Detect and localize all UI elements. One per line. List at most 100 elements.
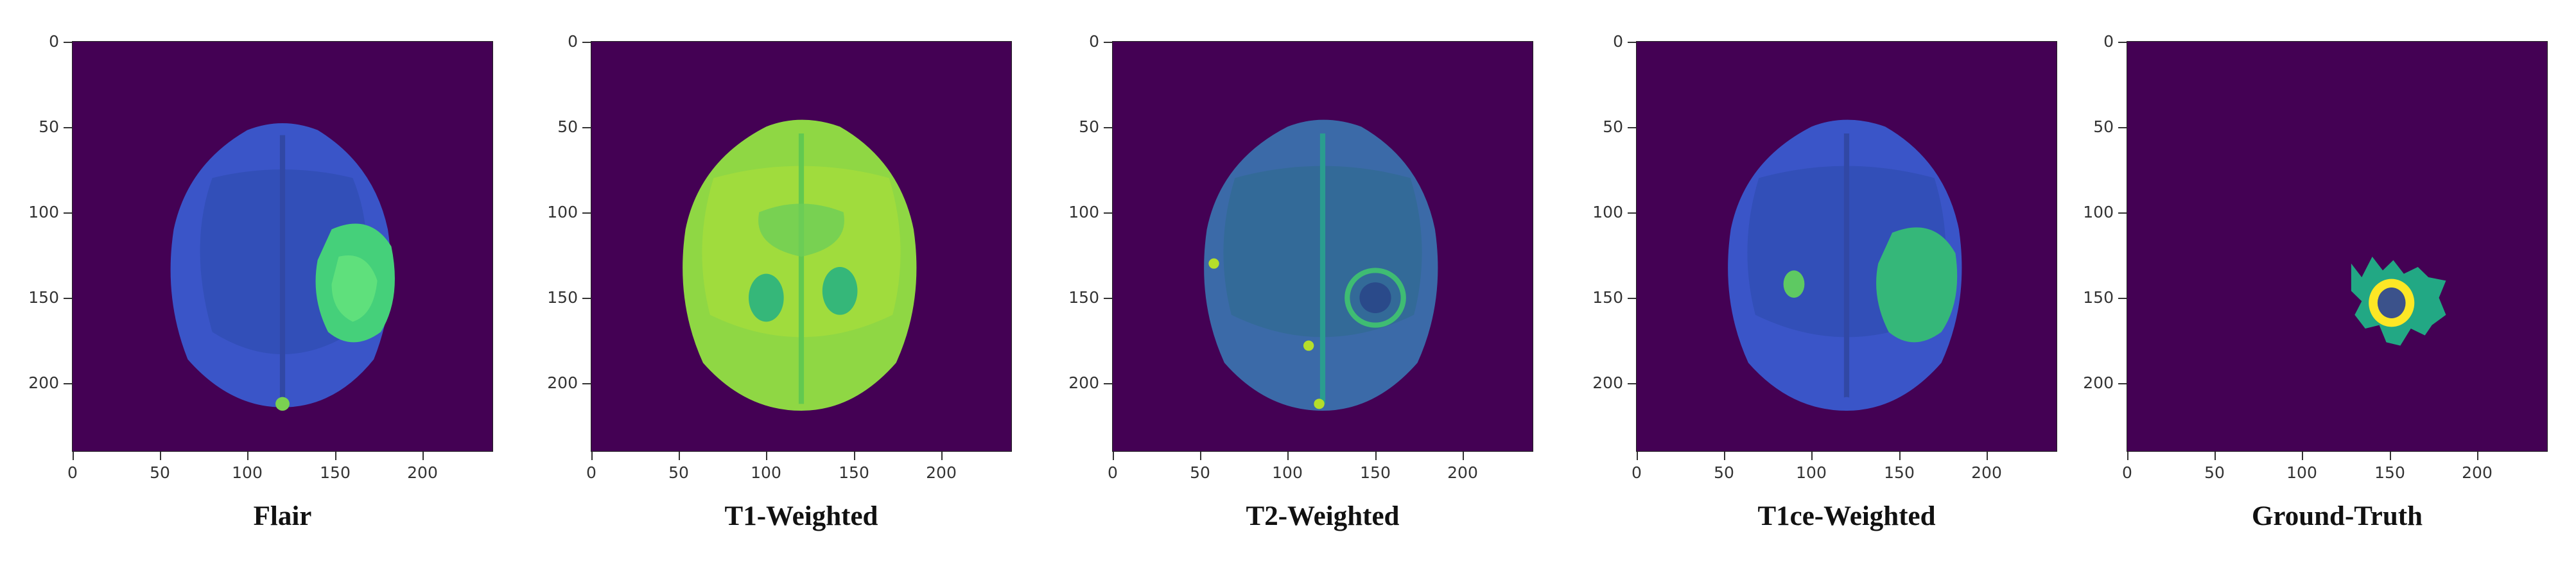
x-tick [247, 452, 248, 460]
x-tick [766, 452, 767, 460]
axes-frame [1112, 41, 1533, 452]
x-tick [1811, 452, 1813, 460]
y-tick-label: 0 [1613, 32, 1623, 51]
x-tick-label: 150 [839, 463, 869, 482]
x-tick-label: 100 [1272, 463, 1303, 482]
x-tick [335, 452, 336, 460]
axes-t1: 0 50 100 150 200 0 50 100 150 200 [547, 33, 1012, 482]
panel-t1: 0 50 100 150 200 0 50 100 150 200 T1-Wei… [519, 0, 1032, 566]
y-tick-label: 0 [49, 32, 59, 51]
y-tick [2118, 127, 2127, 128]
x-tick-label: 200 [407, 463, 438, 482]
tumor-segmentation-mask [2127, 41, 2548, 452]
x-tick [1463, 452, 1464, 460]
x-tick-label: 100 [1796, 463, 1827, 482]
x-tick-label: 50 [150, 463, 170, 482]
mri-t1-brain-slice [591, 41, 1012, 452]
x-tick-label: 0 [586, 463, 596, 482]
x-tick [1113, 452, 1114, 460]
y-tick [1628, 42, 1636, 43]
y-tick-label: 150 [547, 288, 578, 307]
y-tick [582, 212, 591, 214]
x-tick [941, 452, 943, 460]
x-tick [2215, 452, 2216, 460]
y-tick [2118, 383, 2127, 384]
x-tick-label: 200 [2462, 463, 2493, 482]
axes-t1ce: 0 50 100 150 200 0 50 100 150 200 [1592, 33, 2057, 482]
y-tick-label: 50 [2093, 117, 2114, 136]
x-tick [422, 452, 424, 460]
x-tick [1200, 452, 1201, 460]
y-tick [64, 42, 72, 43]
x-tick [1987, 452, 1988, 460]
x-tick [1724, 452, 1725, 460]
y-tick [2118, 212, 2127, 214]
y-tick-label: 50 [1079, 117, 1099, 136]
y-tick-label: 0 [1089, 32, 1099, 51]
x-tick [591, 452, 593, 460]
y-tick [582, 383, 591, 384]
x-tick-label: 100 [232, 463, 263, 482]
x-tick-label: 0 [67, 463, 78, 482]
x-tick-label: 0 [1632, 463, 1642, 482]
axes-t2: 0 50 100 150 200 0 50 100 150 200 [1068, 33, 1533, 482]
x-tick-label: 150 [1884, 463, 1915, 482]
y-tick [1104, 42, 1112, 43]
panel-t2: 0 50 100 150 200 0 50 100 150 200 T2-Wei… [1040, 0, 1554, 566]
y-tick [1628, 383, 1636, 384]
x-tick-label: 100 [751, 463, 781, 482]
x-tick-label: 0 [2122, 463, 2132, 482]
y-tick [2118, 298, 2127, 299]
x-tick [2302, 452, 2303, 460]
y-tick-label: 50 [1603, 117, 1623, 136]
x-tick-label: 200 [1971, 463, 2002, 482]
x-tick [73, 452, 74, 460]
y-tick [1104, 212, 1112, 214]
x-tick [1899, 452, 1901, 460]
panel-t1ce: 0 50 100 150 200 0 50 100 150 200 T1ce-W… [1564, 0, 2078, 566]
y-tick [2118, 42, 2127, 43]
y-tick-label: 200 [28, 373, 59, 392]
x-tick-label: 50 [2204, 463, 2225, 482]
mri-t2-brain-slice [1112, 41, 1533, 452]
y-tick-label: 150 [1068, 288, 1099, 307]
y-tick [1104, 298, 1112, 299]
x-tick [854, 452, 855, 460]
x-tick-label: 200 [926, 463, 957, 482]
y-tick-label: 200 [547, 373, 578, 392]
x-tick [1637, 452, 1638, 460]
x-tick-label: 0 [1108, 463, 1118, 482]
axes-flair: 0 50 100 150 200 0 50 100 150 200 [28, 33, 493, 482]
y-tick-label: 200 [2083, 373, 2114, 392]
y-tick-label: 100 [1592, 203, 1623, 221]
y-tick-label: 100 [28, 203, 59, 221]
panel-caption: T2-Weighted [1246, 501, 1400, 531]
panel-caption: Ground-Truth [2251, 501, 2423, 531]
x-tick-label: 150 [320, 463, 351, 482]
panel-caption: T1ce-Weighted [1757, 501, 1936, 531]
x-tick-label: 50 [1190, 463, 1210, 482]
y-tick-label: 0 [568, 32, 578, 51]
x-tick [2127, 452, 2128, 460]
y-tick-label: 200 [1592, 373, 1623, 392]
panel-caption: T1-Weighted [724, 501, 878, 531]
x-tick-label: 50 [668, 463, 689, 482]
y-tick-label: 150 [2083, 288, 2114, 307]
axes-frame [591, 41, 1012, 452]
y-tick-label: 50 [557, 117, 578, 136]
y-tick-label: 100 [547, 203, 578, 221]
x-tick [2390, 452, 2391, 460]
mri-flair-brain-slice [72, 41, 493, 452]
x-tick [679, 452, 680, 460]
y-tick [1628, 127, 1636, 128]
y-tick [1628, 212, 1636, 214]
x-tick-label: 50 [1714, 463, 1734, 482]
y-tick [1104, 383, 1112, 384]
y-tick-label: 100 [1068, 203, 1099, 221]
y-tick [1628, 298, 1636, 299]
x-tick [1375, 452, 1377, 460]
x-tick [2477, 452, 2478, 460]
y-tick-label: 200 [1068, 373, 1099, 392]
y-tick [582, 298, 591, 299]
y-tick-label: 150 [1592, 288, 1623, 307]
